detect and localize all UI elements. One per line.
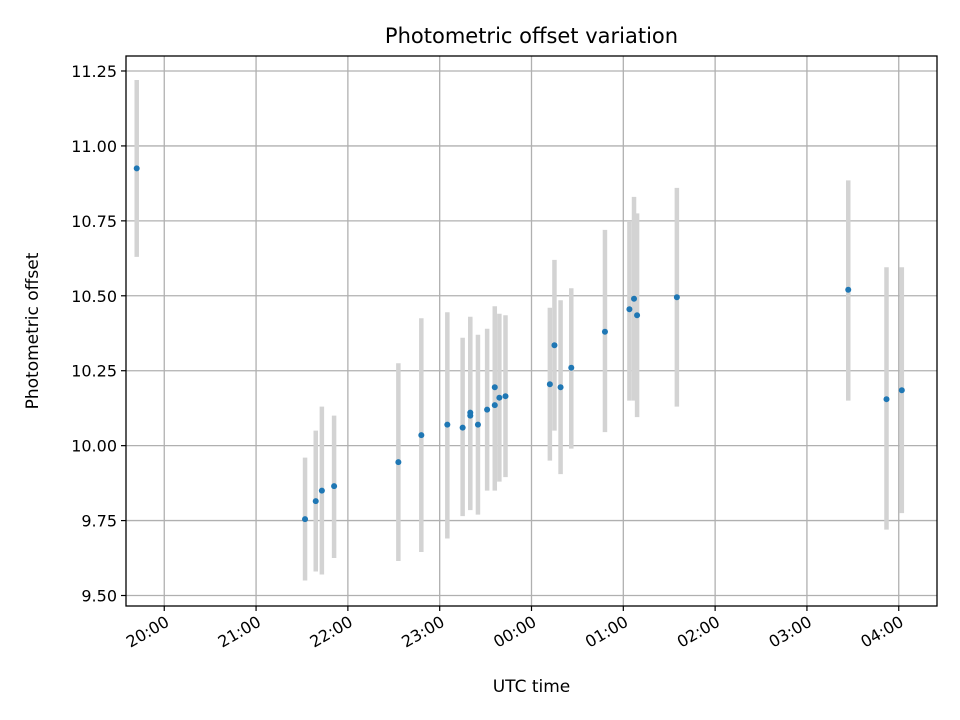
y-tick-label: 10.25 xyxy=(71,362,117,381)
y-axis-label: Photometric offset xyxy=(23,252,43,409)
data-point xyxy=(491,402,498,409)
data-point xyxy=(302,516,309,523)
y-tick-label: 11.00 xyxy=(71,137,117,156)
x-tick-label: 00:00 xyxy=(490,612,539,652)
grid xyxy=(126,56,937,606)
x-tick-label: 22:00 xyxy=(306,612,355,652)
data-point xyxy=(673,294,680,301)
data-point xyxy=(546,381,553,388)
data-point xyxy=(312,498,319,505)
data-point xyxy=(395,459,402,466)
x-tick-label: 02:00 xyxy=(674,612,723,652)
data-point xyxy=(474,421,481,428)
chart-title: Photometric offset variation xyxy=(385,24,678,48)
data-point xyxy=(626,306,633,313)
y-tick-label: 9.75 xyxy=(81,512,117,531)
y-tick-label: 9.50 xyxy=(81,587,117,606)
y-tick-label: 10.00 xyxy=(71,437,117,456)
data-point xyxy=(898,387,905,394)
data-point xyxy=(491,384,498,391)
x-tick-label: 23:00 xyxy=(398,612,447,652)
x-tick-label: 04:00 xyxy=(857,612,906,652)
x-tick-label: 01:00 xyxy=(582,612,631,652)
x-axis: 20:00 21:00 22:00 23:00 00:00 01:00 02:00 03:00… xyxy=(123,606,907,652)
data-point xyxy=(634,312,641,319)
data-point xyxy=(133,165,140,172)
x-tick-label: 20:00 xyxy=(123,612,172,652)
data-point xyxy=(331,483,338,490)
data-point xyxy=(551,342,558,349)
data-point xyxy=(557,384,564,391)
data-point xyxy=(496,394,503,401)
y-axis: 9.50 9.75 10.00 10.25 10.50 10.75 11.00 11.25 xyxy=(71,62,126,606)
x-axis-label: UTC time xyxy=(493,677,571,697)
y-tick-label: 11.25 xyxy=(71,62,117,81)
data-point xyxy=(467,409,474,416)
x-tick-label: 03:00 xyxy=(766,612,815,652)
data-point xyxy=(318,487,325,494)
data-point xyxy=(444,421,451,428)
data-points xyxy=(133,165,905,523)
data-point xyxy=(568,364,575,371)
data-point xyxy=(631,295,638,302)
y-tick-label: 10.50 xyxy=(71,287,117,306)
data-point xyxy=(418,432,425,439)
y-tick-label: 10.75 xyxy=(71,212,117,231)
data-point xyxy=(484,406,491,413)
data-point xyxy=(459,424,466,431)
data-point xyxy=(502,393,509,400)
data-point xyxy=(601,328,608,335)
x-tick-label: 21:00 xyxy=(215,612,264,652)
data-point xyxy=(883,396,890,403)
data-point xyxy=(845,286,852,293)
